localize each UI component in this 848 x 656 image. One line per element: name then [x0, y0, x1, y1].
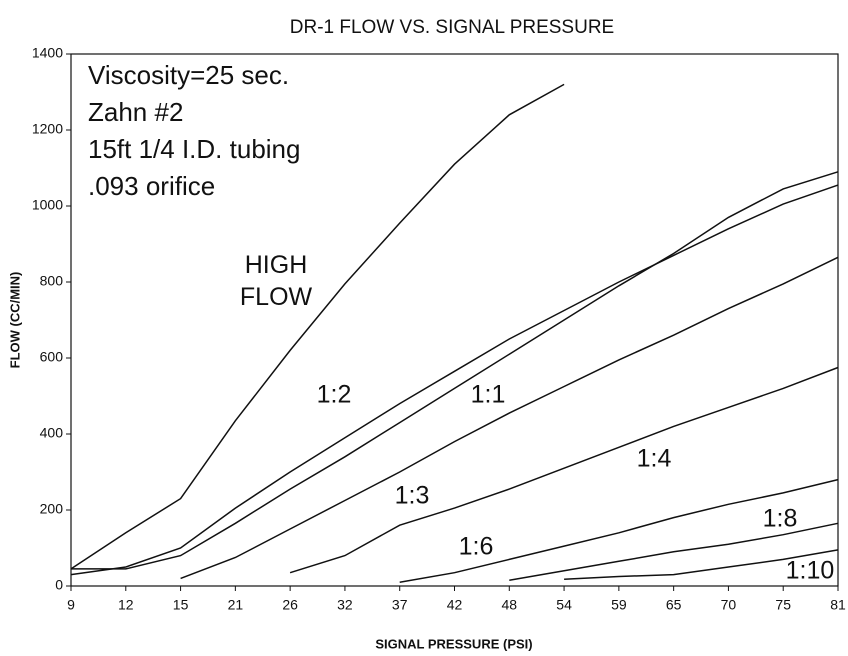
y-axis-label: FLOW (CC/MIN): [7, 272, 22, 369]
x-tick-label: 9: [67, 597, 75, 613]
y-tick-label: 0: [55, 577, 63, 593]
annotation: .093 orifice: [88, 171, 215, 201]
x-tick-label: 65: [666, 597, 682, 613]
series-label: 1:2: [317, 381, 352, 409]
x-tick-label: 42: [447, 597, 463, 613]
series-line: [180, 256, 839, 580]
series-label: 1:1: [471, 381, 506, 409]
y-tick-label: 1000: [32, 197, 63, 213]
annotation: Viscosity=25 sec.: [88, 60, 289, 90]
series-label: 1:8: [763, 505, 798, 533]
y-tick-label: 600: [40, 349, 64, 365]
series-line: [70, 83, 565, 570]
x-tick-label: 59: [611, 597, 627, 613]
x-tick-label: 81: [830, 597, 846, 613]
y-tick-label: 400: [40, 425, 64, 441]
series-line: [70, 184, 839, 576]
annotation: 15ft 1/4 I.D. tubing: [88, 134, 300, 164]
series-line: [399, 478, 839, 583]
x-tick-label: 21: [228, 597, 244, 613]
x-tick-label: 75: [775, 597, 791, 613]
series-label: 1:6: [459, 533, 494, 561]
series-line: [71, 171, 839, 570]
annotation: Zahn #2: [88, 97, 183, 127]
y-tick-label: 800: [40, 273, 64, 289]
series-line: [509, 522, 839, 582]
x-tick-label: 26: [282, 597, 298, 613]
x-tick-label: 54: [556, 597, 572, 613]
x-tick-label: 37: [392, 597, 408, 613]
series-line: [564, 549, 839, 580]
series-label: HIGH FLOW: [240, 251, 313, 311]
x-tick-label: 70: [721, 597, 737, 613]
series-label: 1:4: [637, 445, 672, 473]
x-tick-label: 12: [118, 597, 134, 613]
x-axis-label: SIGNAL PRESSURE (PSI): [375, 636, 532, 651]
series-label: 1:10: [786, 557, 835, 585]
x-tick-label: 32: [337, 597, 353, 613]
x-tick-label: 48: [501, 597, 517, 613]
chart-title: DR-1 FLOW VS. SIGNAL PRESSURE: [290, 17, 614, 38]
x-tick-label: 15: [173, 597, 189, 613]
series-line: [289, 366, 839, 574]
series-label: 1:3: [395, 482, 430, 510]
y-tick-label: 1400: [32, 45, 63, 61]
y-tick-label: 200: [40, 501, 64, 517]
y-tick-label: 1200: [32, 121, 63, 137]
